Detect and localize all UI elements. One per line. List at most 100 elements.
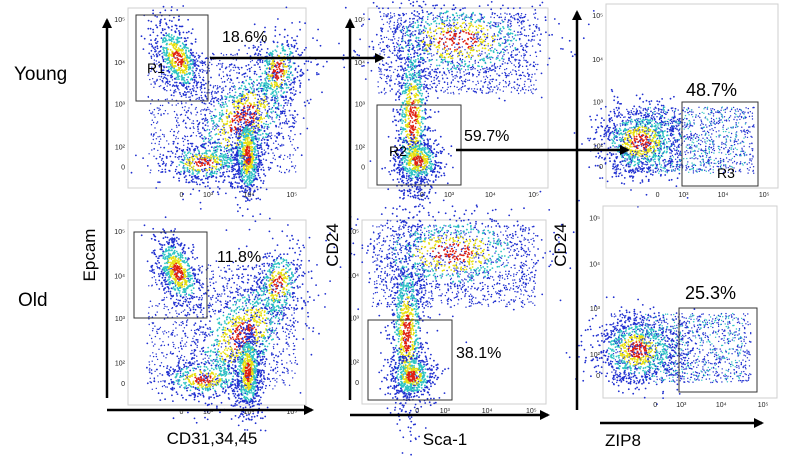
event-dot [177, 156, 179, 159]
event-dot [263, 138, 266, 141]
event-dot [217, 138, 220, 141]
event-dot [214, 290, 217, 292]
event-dot [291, 92, 294, 95]
event-dot [248, 153, 250, 155]
event-dot [281, 72, 284, 75]
event-dot [285, 120, 288, 122]
event-dot [239, 92, 242, 95]
event-dot [237, 294, 239, 296]
event-dot [240, 171, 242, 174]
event-dot [237, 351, 240, 354]
event-dot [248, 127, 251, 130]
event-dot [208, 333, 210, 335]
event-dot [154, 116, 156, 118]
event-dot [294, 110, 296, 112]
event-dot [220, 308, 222, 311]
event-dot [291, 125, 294, 128]
event-dot [206, 128, 209, 131]
event-dot [282, 46, 285, 48]
event-dot [261, 153, 264, 155]
event-dot [262, 180, 265, 182]
event-dot [264, 109, 266, 111]
event-dot [255, 153, 258, 156]
event-dot [229, 111, 232, 113]
event-dot [246, 69, 249, 71]
event-dot [248, 174, 251, 177]
event-dot [215, 153, 218, 156]
event-dot [269, 135, 272, 138]
event-dot [199, 69, 201, 71]
event-dot [211, 296, 214, 298]
event-dot [256, 359, 258, 362]
event-dot [267, 64, 269, 66]
event-dot [343, 66, 346, 69]
event-dot [263, 122, 265, 125]
event-dot [231, 164, 234, 167]
event-dot [198, 74, 200, 77]
event-dot [165, 291, 168, 293]
event-dot [268, 108, 271, 110]
event-dot [223, 179, 226, 182]
event-dot [161, 41, 164, 44]
event-dot [170, 29, 173, 31]
event-dot [249, 164, 252, 166]
event-dot [238, 87, 240, 90]
event-dot [190, 32, 193, 35]
event-dot [263, 331, 265, 334]
event-dot [174, 89, 177, 91]
event-dot [254, 151, 256, 153]
event-dot [159, 326, 162, 329]
event-dot [305, 60, 308, 63]
event-dot [158, 85, 160, 88]
event-dot [188, 107, 190, 109]
event-dot [278, 294, 280, 296]
event-dot [167, 74, 169, 77]
event-dot [192, 51, 194, 54]
event-dot [286, 370, 288, 372]
event-dot [201, 374, 204, 376]
event-dot [230, 337, 232, 340]
event-dot [241, 90, 244, 93]
event-dot [308, 102, 310, 105]
event-dot [214, 108, 217, 111]
event-dot [161, 104, 164, 107]
event-dot [149, 27, 152, 30]
event-dot [240, 84, 243, 87]
event-dot [301, 51, 304, 54]
event-dot [218, 114, 221, 116]
event-dot [191, 28, 194, 30]
event-dot [293, 167, 296, 169]
event-dot [148, 153, 150, 155]
event-dot [191, 349, 193, 352]
event-dot [257, 111, 259, 114]
event-dot [156, 40, 159, 43]
event-dot [160, 75, 163, 78]
event-dot [235, 144, 238, 147]
event-dot [220, 304, 222, 306]
event-dot [294, 359, 297, 362]
event-dot [244, 115, 247, 117]
event-dot [261, 126, 263, 129]
event-dot [171, 152, 174, 154]
event-dot [286, 54, 289, 56]
event-dot [204, 357, 206, 359]
event-dot [200, 326, 202, 328]
event-dot [176, 54, 179, 57]
event-dot [271, 96, 273, 99]
event-dot [292, 126, 295, 129]
event-dot [165, 54, 168, 57]
event-dot [289, 102, 292, 105]
event-dot [202, 76, 205, 79]
event-dot [170, 40, 173, 43]
event-dot [266, 75, 269, 78]
event-dot [171, 62, 174, 65]
event-dot [200, 113, 202, 115]
event-dot [288, 169, 291, 171]
event-dot [202, 140, 205, 143]
event-dot [262, 169, 265, 172]
event-dot [282, 144, 285, 146]
event-dot [179, 358, 181, 360]
event-dot [233, 175, 236, 178]
event-dot [217, 295, 219, 297]
event-dot [286, 84, 288, 87]
